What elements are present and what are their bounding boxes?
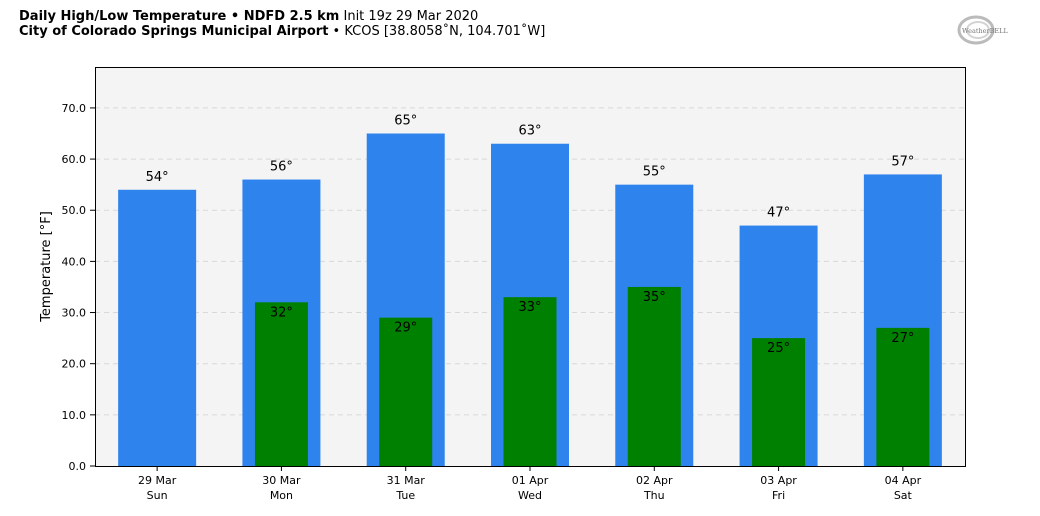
chart-title: Daily High/Low Temperature • NDFD 2.5 km xyxy=(19,9,340,24)
x-tick-date: 02 Apr xyxy=(636,474,673,487)
low-label: 29° xyxy=(394,321,417,336)
y-axis-label: Temperature [°F] xyxy=(39,211,54,323)
y-tick-label: 70.0 xyxy=(62,102,87,115)
x-tick-date: 03 Apr xyxy=(760,474,797,487)
high-label: 56° xyxy=(270,160,293,175)
high-label: 57° xyxy=(891,154,914,169)
init-time: Init 19z 29 Mar 2020 xyxy=(339,9,479,24)
header-line-1: Daily High/Low Temperature • NDFD 2.5 km… xyxy=(19,9,545,24)
station-name: City of Colorado Springs Municipal Airpo… xyxy=(19,24,329,39)
x-tick-day: Tue xyxy=(395,489,415,502)
x-tick-date: 30 Mar xyxy=(262,474,301,487)
x-tick-date: 29 Mar xyxy=(138,474,177,487)
low-label: 35° xyxy=(643,290,666,305)
header-line-2: City of Colorado Springs Municipal Airpo… xyxy=(19,24,545,39)
low-label: 33° xyxy=(518,300,541,315)
x-axis: 29 Mar Sun 30 Mar Mon 31 Mar Tue 01 Apr Wed 02 A… xyxy=(138,466,922,502)
low-label: 25° xyxy=(767,341,790,356)
low-bar xyxy=(752,338,806,466)
y-tick-label: 10.0 xyxy=(62,409,87,422)
low-bar xyxy=(876,327,930,466)
y-tick-label: 20.0 xyxy=(62,358,87,371)
high-label: 65° xyxy=(394,114,417,129)
x-tick-date: 04 Apr xyxy=(885,474,922,487)
bars: 54° 56° 32° 65° 29° 63° 33° 55° 35° 47° 25° 57° 27° xyxy=(118,114,942,467)
low-label: 27° xyxy=(891,331,914,346)
y-tick-label: 50.0 xyxy=(62,204,87,217)
low-label: 32° xyxy=(270,305,293,320)
x-tick-day: Mon xyxy=(270,489,293,502)
x-tick-day: Fri xyxy=(772,489,785,502)
high-label: 54° xyxy=(146,170,169,185)
chart-header: Daily High/Low Temperature • NDFD 2.5 km… xyxy=(19,9,545,39)
x-tick-day: Thu xyxy=(643,489,665,502)
high-label: 47° xyxy=(767,206,790,221)
y-tick-label: 40.0 xyxy=(62,255,87,268)
low-bar xyxy=(254,302,308,466)
high-bar xyxy=(118,189,197,466)
low-bar xyxy=(627,286,681,466)
x-tick-day: Sat xyxy=(894,489,913,502)
weatherbell-logo-icon: WeatherBELL xyxy=(957,15,1008,45)
x-tick-day: Sun xyxy=(147,489,168,502)
high-label: 63° xyxy=(518,124,541,139)
high-label: 55° xyxy=(643,165,666,180)
x-tick-day: Wed xyxy=(518,489,542,502)
station-coords: • KCOS [38.8058˚N, 104.701˚W] xyxy=(328,24,546,39)
logo-text: WeatherBELL xyxy=(962,27,1008,35)
y-tick-label: 30.0 xyxy=(62,307,87,320)
y-tick-label: 0.0 xyxy=(69,460,87,473)
y-tick-label: 60.0 xyxy=(62,153,87,166)
low-bar xyxy=(503,297,557,466)
x-tick-date: 01 Apr xyxy=(512,474,549,487)
y-axis: 0.0 10.0 20.0 30.0 40.0 50.0 60.0 70.0 xyxy=(62,102,95,473)
x-tick-date: 31 Mar xyxy=(387,474,426,487)
low-bar xyxy=(379,317,433,466)
